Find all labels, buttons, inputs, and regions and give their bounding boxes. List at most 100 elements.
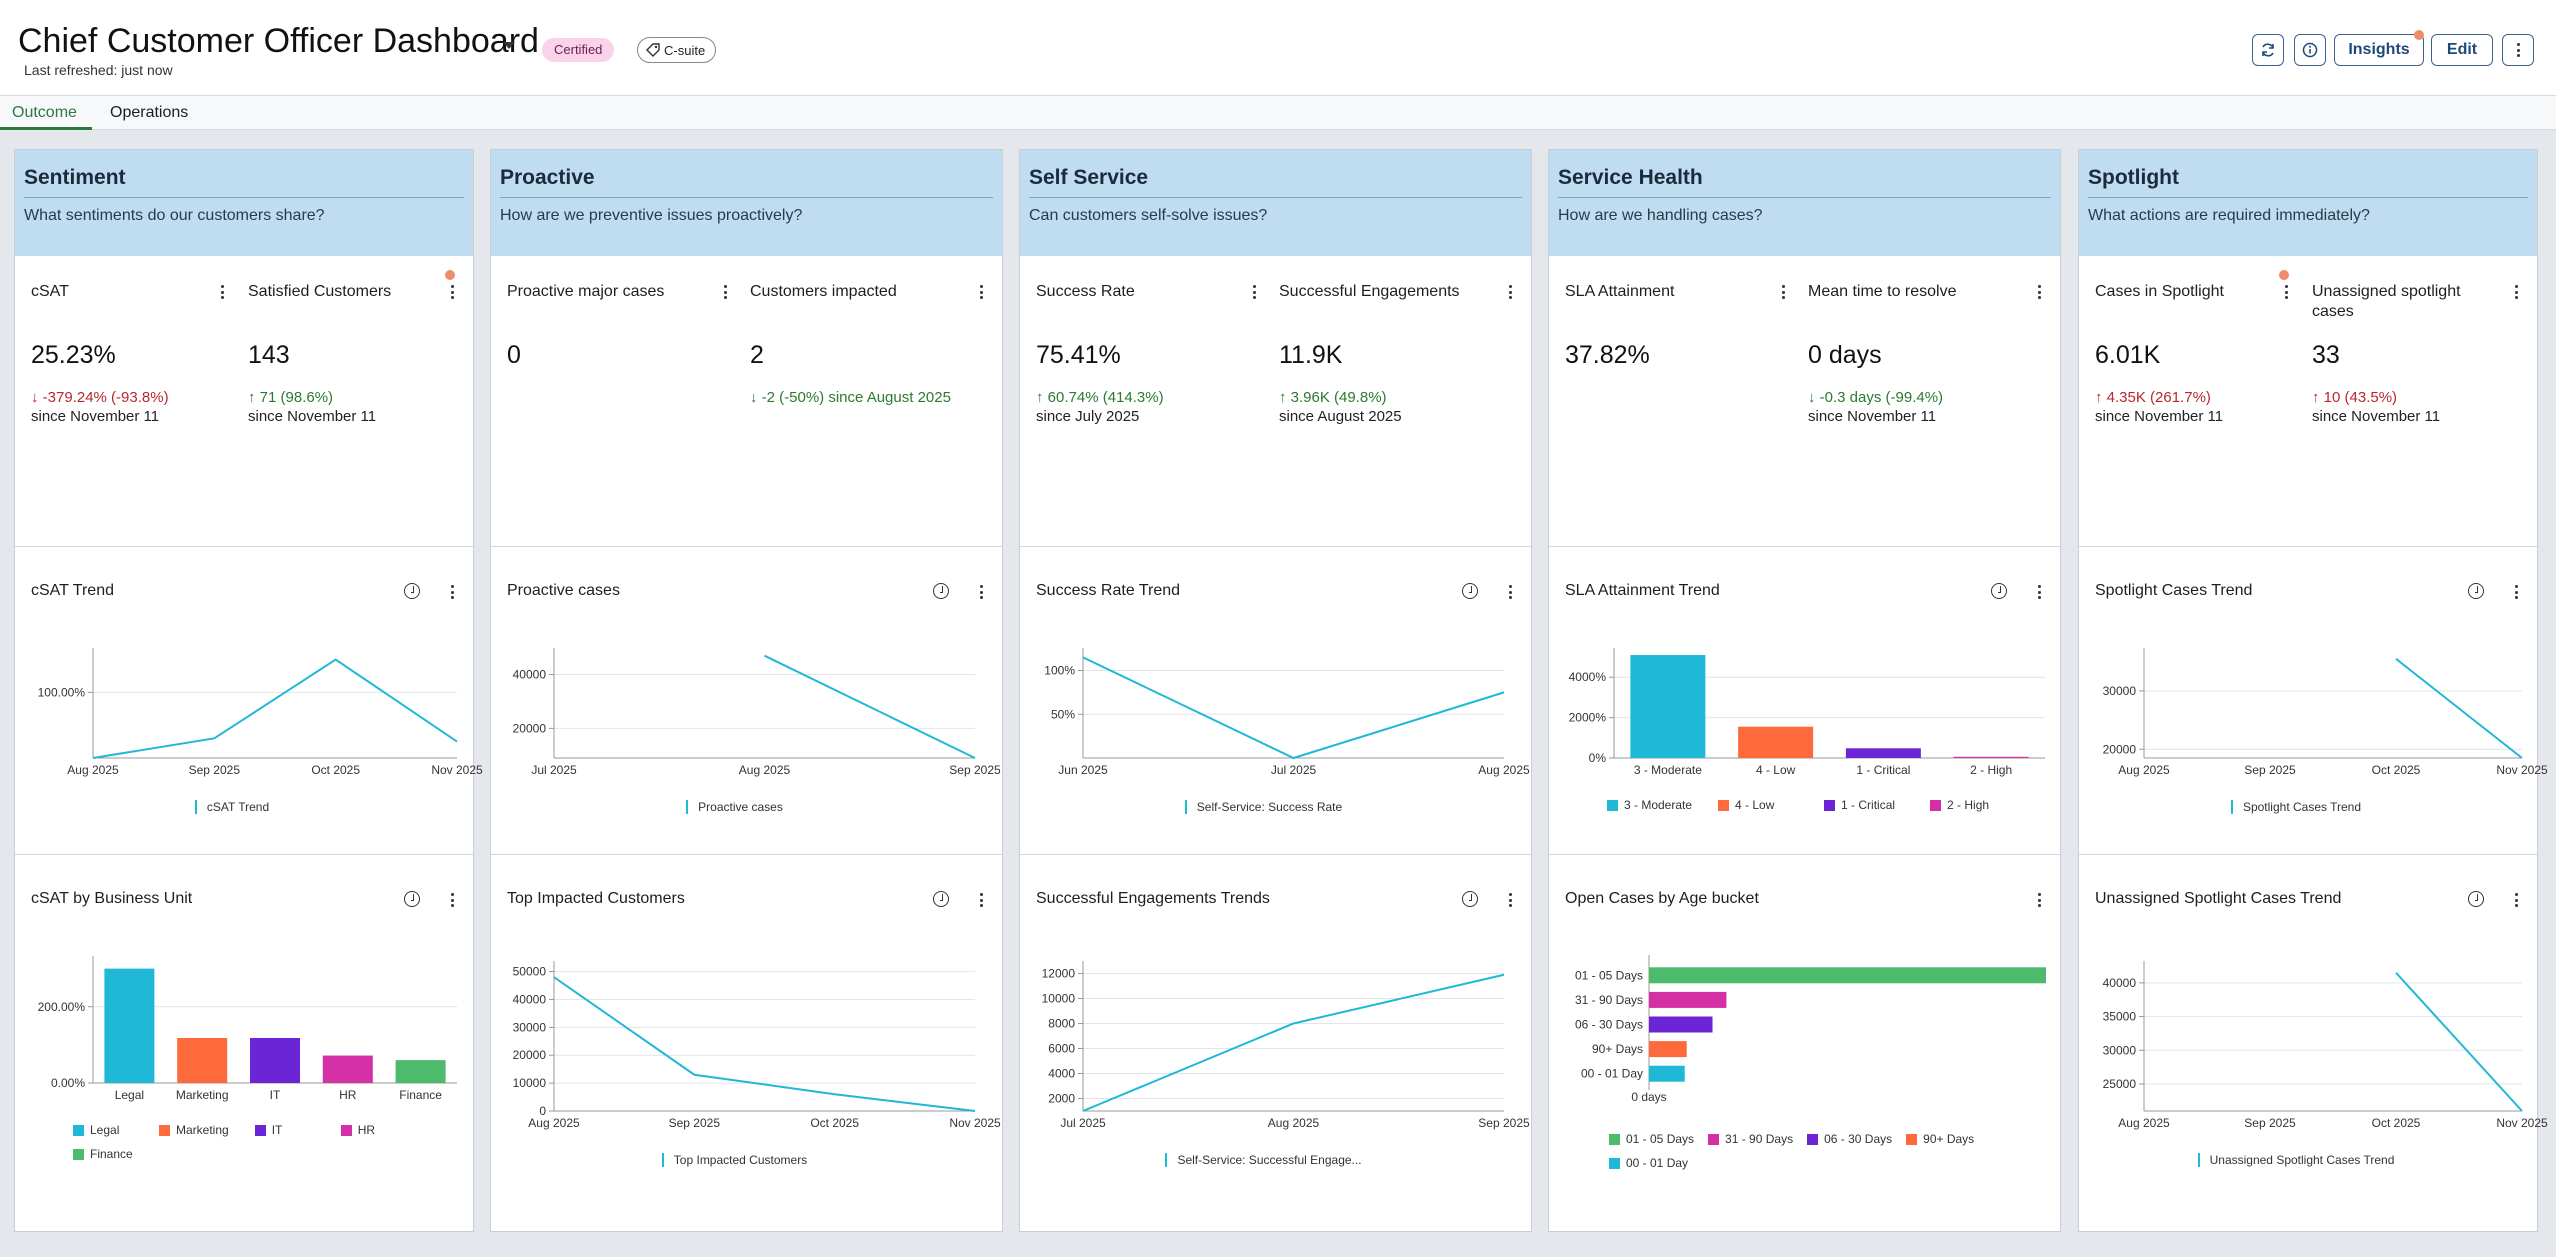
legend-label: Proactive cases bbox=[698, 800, 783, 814]
legend-item[interactable]: 06 - 30 Days bbox=[1807, 1132, 1892, 1146]
tab-outcome[interactable]: Outcome bbox=[12, 104, 77, 121]
y-tick-label: 2000% bbox=[1569, 711, 1607, 725]
legend-label: 31 - 90 Days bbox=[1725, 1132, 1794, 1146]
x-tick-label: Jul 2025 bbox=[531, 763, 577, 777]
legend-item[interactable]: 1 - Critical bbox=[1824, 798, 1904, 812]
chart-menu-button[interactable] bbox=[445, 891, 459, 909]
legend-item[interactable]: 31 - 90 Days bbox=[1708, 1132, 1793, 1146]
x-tick-label: Sep 2025 bbox=[189, 763, 241, 777]
legend-item[interactable]: Legal bbox=[73, 1123, 133, 1137]
chart-title: Spotlight Cases Trend bbox=[2095, 582, 2253, 599]
refresh-button[interactable] bbox=[2252, 34, 2284, 66]
insights-button[interactable]: Insights bbox=[2334, 34, 2424, 66]
legend-item[interactable]: Spotlight Cases Trend bbox=[2230, 800, 2361, 814]
chart-title: Unassigned Spotlight Cases Trend bbox=[2095, 890, 2342, 907]
y-tick-label: 10000 bbox=[1042, 992, 1076, 1006]
x-tick-label: Nov 2025 bbox=[2496, 763, 2548, 777]
kpi-menu-button[interactable] bbox=[2032, 283, 2046, 301]
chart-menu-button[interactable] bbox=[2032, 583, 2046, 601]
history-icon[interactable] bbox=[2468, 891, 2484, 907]
kpi-value: 2 bbox=[750, 341, 764, 369]
legend-item[interactable]: 00 - 01 Day bbox=[1609, 1156, 1688, 1170]
legend-item[interactable]: IT bbox=[254, 1123, 315, 1137]
history-icon[interactable] bbox=[404, 891, 420, 907]
kpi-menu-button[interactable] bbox=[2279, 283, 2293, 301]
legend-swatch bbox=[1607, 799, 1618, 811]
legend-item[interactable]: Self-Service: Successful Engage... bbox=[1165, 1153, 1362, 1167]
legend-item[interactable]: 90+ Days bbox=[1906, 1132, 1974, 1146]
last-refreshed: Last refreshed: just now bbox=[24, 62, 173, 78]
kpi-menu-button[interactable] bbox=[445, 283, 459, 301]
history-icon[interactable] bbox=[1462, 891, 1478, 907]
info-button[interactable] bbox=[2294, 34, 2326, 66]
chart-menu-button[interactable] bbox=[445, 583, 459, 601]
kpi-menu-button[interactable] bbox=[974, 283, 988, 301]
x-tick-label: Sep 2025 bbox=[669, 1116, 721, 1130]
kpi-menu-button[interactable] bbox=[1247, 283, 1261, 301]
history-icon[interactable] bbox=[1991, 583, 2007, 599]
chart-menu-button[interactable] bbox=[1503, 583, 1517, 601]
legend-item[interactable]: HR bbox=[340, 1123, 401, 1137]
bar bbox=[1649, 1016, 1713, 1033]
legend-item[interactable]: 01 - 05 Days bbox=[1609, 1132, 1694, 1146]
chart-svg: 2000 4000 6000 8000 10000 12000 Jul 2025 Aug 20… bbox=[1042, 961, 1530, 1130]
kpi-menu-button[interactable] bbox=[1776, 283, 1790, 301]
history-icon[interactable] bbox=[404, 583, 420, 599]
kpi-menu-button[interactable] bbox=[718, 283, 732, 301]
tab-operations[interactable]: Operations bbox=[110, 104, 189, 121]
kpi-delta: ↓ -2 (-50%) since August 2025 bbox=[750, 389, 951, 406]
kpi-label: Success Rate bbox=[1036, 283, 1135, 300]
kpi-label: Customers impacted bbox=[750, 283, 897, 300]
more-actions-button[interactable] bbox=[2502, 34, 2534, 66]
chart-menu-button[interactable] bbox=[2509, 583, 2523, 601]
tag-badge[interactable]: C-suite bbox=[637, 37, 717, 63]
legend-label: 01 - 05 Days bbox=[1626, 1132, 1695, 1146]
kpi-menu-button[interactable] bbox=[1503, 283, 1517, 301]
chart-menu-button[interactable] bbox=[2032, 891, 2046, 909]
x-tick-label: Sep 2025 bbox=[1478, 1116, 1530, 1130]
section-divider bbox=[1020, 546, 1531, 547]
kpi-menu-button[interactable] bbox=[215, 283, 229, 301]
tag-label: C-suite bbox=[664, 42, 706, 58]
history-icon[interactable] bbox=[933, 891, 949, 907]
chart-legend: Top Impacted Customers bbox=[491, 1153, 1004, 1167]
legend-item[interactable]: Top Impacted Customers bbox=[661, 1153, 807, 1167]
legend-item[interactable]: Unassigned Spotlight Cases Trend bbox=[2197, 1153, 2394, 1167]
history-icon[interactable] bbox=[2468, 583, 2484, 599]
x-tick-label: Jun 2025 bbox=[1058, 763, 1108, 777]
series-line bbox=[1082, 973, 1505, 1112]
chart-menu-button[interactable] bbox=[974, 891, 988, 909]
history-icon[interactable] bbox=[933, 583, 949, 599]
chart-title: Proactive cases bbox=[507, 582, 620, 599]
chart-title: Top Impacted Customers bbox=[507, 890, 685, 907]
chart-menu-button[interactable] bbox=[2509, 891, 2523, 909]
edit-button[interactable]: Edit bbox=[2431, 34, 2493, 66]
legend-item[interactable]: 2 - High bbox=[1930, 798, 2010, 812]
legend-label: cSAT Trend bbox=[206, 800, 270, 814]
legend-item[interactable]: cSAT Trend bbox=[194, 800, 270, 814]
legend-swatch bbox=[686, 800, 689, 814]
title-dropdown-icon[interactable] bbox=[503, 42, 515, 49]
kpi-delta: ↓ -0.3 days (-99.4%) bbox=[1808, 389, 1944, 406]
kpi-menu-button[interactable] bbox=[2509, 283, 2523, 301]
history-icon[interactable] bbox=[1462, 583, 1478, 599]
y-tick-label: 50000 bbox=[513, 965, 547, 979]
legend-item[interactable]: Proactive cases bbox=[686, 800, 783, 814]
chart-menu-button[interactable] bbox=[974, 583, 988, 601]
chart-svg: 0% 2000% 4000% 3 - Moderate 4 - Low 1 - Criti… bbox=[1569, 648, 2045, 777]
legend-label: 00 - 01 Day bbox=[1626, 1156, 1689, 1170]
series-line bbox=[764, 654, 976, 759]
bar bbox=[250, 1038, 300, 1083]
legend-item[interactable]: Marketing bbox=[159, 1123, 229, 1137]
legend-item[interactable]: Finance bbox=[73, 1147, 133, 1161]
x-tick-label: 2 - High bbox=[1970, 763, 2012, 777]
y-tick-label: 8000 bbox=[1048, 1017, 1075, 1031]
legend-label: 4 - Low bbox=[1735, 798, 1775, 812]
chart-menu-button[interactable] bbox=[1503, 891, 1517, 909]
legend-label: 06 - 30 Days bbox=[1824, 1132, 1893, 1146]
legend-item[interactable]: Self-Service: Success Rate bbox=[1184, 800, 1342, 814]
legend-item[interactable]: 3 - Moderate bbox=[1607, 798, 1692, 812]
chart-legend: 01 - 05 Days 31 - 90 Days 06 - 30 Days 90+ … bbox=[1609, 1132, 2032, 1170]
section-divider bbox=[491, 546, 1002, 547]
legend-item[interactable]: 4 - Low bbox=[1718, 798, 1798, 812]
